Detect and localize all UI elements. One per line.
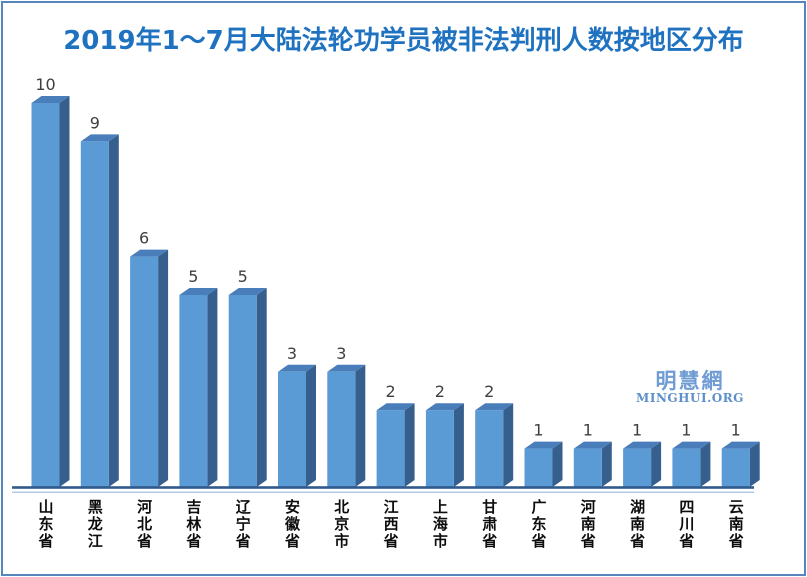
value-label: 6 (139, 229, 149, 248)
category-label: 甘肃省 (480, 499, 499, 550)
bar-side-face (552, 441, 563, 487)
bar-side-face (355, 364, 366, 487)
category-label: 湖南省 (628, 499, 647, 550)
category-label: 河北省 (135, 499, 154, 550)
bar (376, 410, 405, 487)
value-label: 3 (287, 344, 297, 363)
category-label: 广东省 (529, 499, 548, 550)
watermark-chinese-logo: 明慧網 (655, 369, 725, 393)
bar-top-face (475, 403, 514, 411)
value-label: 2 (435, 382, 445, 401)
x-axis-shadow-line (12, 491, 754, 493)
value-label: 2 (386, 382, 396, 401)
bar (573, 448, 602, 487)
bar-top-face (327, 364, 366, 372)
bar (278, 371, 306, 487)
bar-side-face (404, 403, 415, 487)
category-label: 江西省 (381, 499, 400, 550)
category-label: 吉林省 (184, 499, 203, 550)
value-label: 5 (238, 267, 248, 286)
bar (623, 448, 652, 487)
category-label: 云南省 (726, 499, 745, 550)
x-axis-line (12, 486, 754, 489)
bar-side-face (158, 249, 169, 487)
minghui-watermark: 明慧網 MINGHUI.ORG (630, 370, 750, 405)
value-label: 5 (188, 267, 198, 286)
bar-top-face (721, 441, 760, 449)
chart-title: 2019年1～7月大陆法轮功学员被非法判刑人数按地区分布 (63, 26, 744, 56)
bar-top-face (80, 134, 119, 142)
category-label: 上海市 (430, 499, 449, 550)
bar (721, 448, 750, 487)
bar (130, 256, 159, 487)
bar-top-face (228, 288, 267, 295)
bar (475, 410, 504, 487)
bar-side-face (700, 441, 711, 487)
bar-side-face (601, 441, 612, 487)
bar-side-face (651, 441, 662, 487)
bar-top-face (130, 249, 169, 257)
value-label: 10 (35, 75, 55, 94)
category-label: 河南省 (578, 499, 597, 550)
bar (524, 448, 553, 487)
bar-side-face (108, 134, 119, 487)
bar-top-face (672, 441, 711, 449)
bar-top-face (524, 441, 563, 449)
bar (228, 295, 257, 487)
bar-side-face (453, 403, 464, 487)
bar-top-face (623, 441, 662, 449)
value-label: 1 (533, 421, 543, 440)
category-label: 山东省 (36, 499, 55, 550)
bar-side-face (59, 96, 70, 487)
value-label: 2 (484, 382, 494, 401)
category-label: 四川省 (677, 499, 696, 550)
bar-side-face (207, 288, 218, 487)
value-label: 3 (336, 344, 346, 363)
bar-side-face (749, 441, 760, 487)
bar (672, 448, 701, 487)
bar-side-face (256, 288, 267, 487)
value-label: 1 (731, 421, 741, 440)
bar-top-face (573, 441, 612, 449)
watermark-url-text: MINGHUI.ORG (636, 391, 744, 406)
bar-side-face (503, 403, 514, 487)
bar (80, 141, 109, 487)
category-label: 黑龙江 (85, 499, 104, 550)
bar (179, 295, 208, 487)
category-label: 辽宁省 (233, 499, 252, 550)
bar-top-face (31, 96, 70, 103)
value-label: 1 (583, 421, 593, 440)
bar-top-face (278, 364, 316, 372)
value-label: 1 (632, 421, 642, 440)
bar-side-face (306, 364, 316, 487)
bar (327, 371, 356, 487)
value-label: 1 (681, 421, 691, 440)
category-label: 安徽省 (283, 499, 301, 550)
bar-top-face (179, 288, 218, 295)
bar (425, 410, 454, 487)
value-label: 9 (90, 113, 100, 132)
bar (31, 103, 60, 487)
category-label: 北京市 (332, 499, 351, 550)
bar-top-face (376, 403, 415, 411)
bar-top-face (425, 403, 464, 411)
